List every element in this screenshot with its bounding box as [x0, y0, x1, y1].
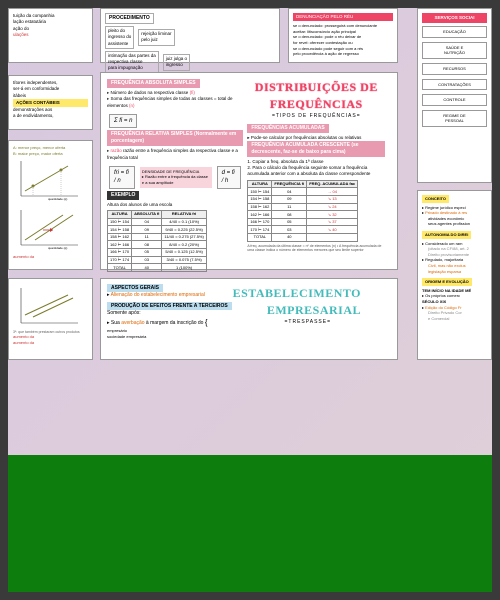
estabelecimento-panel: ASPECTOS GERAIS ▸ Alienação do estabelec… [100, 278, 398, 360]
supply-chart-1: quantidade (q) [13, 156, 83, 201]
procedimento-panel: PROCEDIMENTO pleito do ingresso do assis… [100, 8, 280, 63]
dist-title: DISTRIBUIÇÕES DE FREQUÊNCIAS [247, 79, 385, 113]
aumento-fragment: 3ª. que também prestaram outros produtos… [8, 278, 93, 360]
supply-chart-2: quantidade (q) [13, 205, 83, 250]
topleft-fragment: tuição da companhia lação estatutária aç… [8, 8, 93, 63]
denunciacao-panel: DENUNCIAÇÃO PELO RÉU se o denunciado: pr… [288, 8, 398, 63]
demonstracoes-panel: títores independentes, ser-á em conformi… [8, 75, 93, 130]
servicos-panel: SERVIÇOS SOCIAI EDUCAÇÃO SAÚDE E NUTRIÇÃ… [417, 8, 492, 183]
green-bar [0, 455, 500, 600]
conceito-panel: CONCEITO Regime jurídico especi Privado … [417, 190, 492, 360]
svg-text:quantidade (q): quantidade (q) [48, 197, 67, 201]
charts-panel: A: menor preço, menor oferta B: maior pr… [8, 140, 93, 270]
proc-title: PROCEDIMENTO [105, 13, 154, 24]
svg-text:quantidade (q): quantidade (q) [48, 246, 67, 250]
distribuicoes-panel: FREQUÊNCIA ABSOLUTA SIMPLES Número de da… [100, 72, 398, 270]
freq-table-1: ALTURAABSOLUTA fiRELATIVA fri 150 ⊢ 1540… [107, 210, 207, 272]
freq-table-2: ALTURAFREQUÊNCIA fiFREQ. ACUMULADA fac 1… [247, 180, 358, 242]
